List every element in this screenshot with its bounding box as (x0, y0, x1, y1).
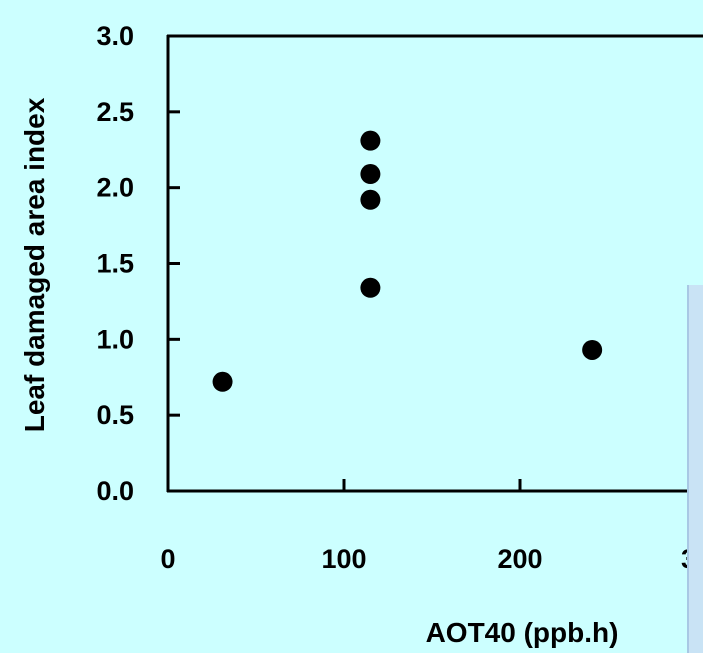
chart-axes (166, 34, 703, 493)
y-tick-label: 1.0 (96, 324, 134, 354)
x-tick-label: 0 (160, 544, 175, 574)
y-tick-label: 0.0 (96, 476, 134, 506)
x-axis-ticks: 010020030 (160, 479, 703, 574)
data-points (212, 130, 603, 392)
data-point (582, 339, 603, 360)
data-point (212, 371, 233, 392)
data-point (360, 130, 381, 151)
x-tick-label: 200 (497, 544, 542, 574)
y-tick-label: 2.0 (96, 173, 134, 203)
y-axis-label: Leaf damaged area index (19, 97, 50, 432)
y-tick-label: 0.5 (96, 400, 134, 430)
data-point (360, 277, 381, 298)
y-tick-label: 2.5 (96, 97, 134, 127)
side-panel-overlay (687, 285, 703, 653)
x-tick-label: 100 (321, 544, 366, 574)
y-tick-label: 1.5 (96, 249, 134, 279)
y-tick-label: 3.0 (96, 21, 134, 51)
x-axis-label: AOT40 (ppb.h) (426, 617, 619, 648)
data-point (360, 164, 381, 185)
y-axis-ticks: 0.0 0.5 1.0 1.5 2.0 2.5 3.0 (96, 21, 180, 506)
data-point (360, 189, 381, 210)
